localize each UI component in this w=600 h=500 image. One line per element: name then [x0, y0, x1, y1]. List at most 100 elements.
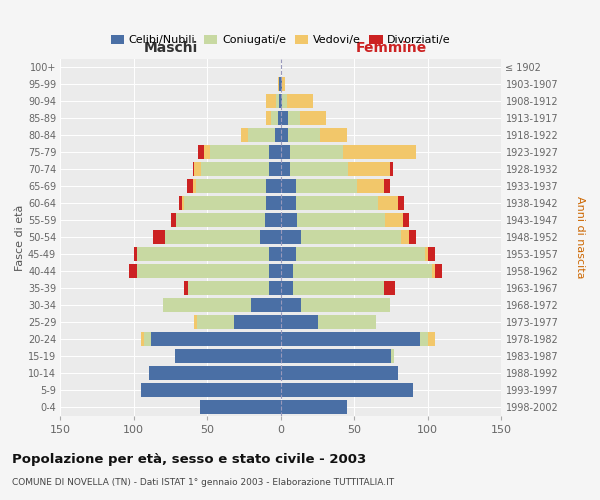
Bar: [301, 230, 401, 244]
Bar: [385, 214, 403, 228]
Text: Maschi: Maschi: [143, 42, 197, 56]
Bar: [281, 384, 413, 398]
Bar: [290, 146, 343, 160]
Bar: [271, 112, 278, 126]
Bar: [378, 196, 398, 210]
Bar: [137, 248, 269, 262]
Bar: [281, 214, 297, 228]
Bar: [296, 196, 378, 210]
Bar: [187, 180, 193, 194]
Bar: [300, 112, 326, 126]
Bar: [151, 332, 281, 346]
Bar: [260, 230, 281, 244]
Bar: [401, 230, 409, 244]
Bar: [269, 282, 281, 296]
Bar: [210, 146, 269, 160]
Bar: [196, 180, 266, 194]
Bar: [296, 180, 357, 194]
Bar: [383, 282, 395, 296]
Bar: [281, 366, 398, 380]
Bar: [293, 264, 432, 278]
Bar: [281, 196, 296, 210]
Bar: [193, 180, 196, 194]
Bar: [281, 180, 296, 194]
Bar: [163, 298, 251, 312]
Bar: [320, 128, 347, 142]
Bar: [188, 282, 269, 296]
Bar: [287, 94, 313, 108]
Bar: [205, 146, 210, 160]
Bar: [281, 78, 282, 91]
Bar: [301, 298, 389, 312]
Bar: [343, 146, 416, 160]
Bar: [269, 264, 281, 278]
Bar: [153, 230, 164, 244]
Bar: [269, 248, 281, 262]
Bar: [141, 384, 281, 398]
Bar: [425, 248, 428, 262]
Legend: Celibi/Nubili, Coniugati/e, Vedovi/e, Divorziati/e: Celibi/Nubili, Coniugati/e, Vedovi/e, Di…: [106, 30, 455, 50]
Text: COMUNE DI NOVELLA (TN) - Dati ISTAT 1° gennaio 2003 - Elaborazione TUTTITALIA.IT: COMUNE DI NOVELLA (TN) - Dati ISTAT 1° g…: [12, 478, 394, 487]
Bar: [269, 146, 281, 160]
Bar: [281, 162, 290, 176]
Bar: [428, 248, 435, 262]
Bar: [281, 230, 301, 244]
Bar: [194, 162, 202, 176]
Y-axis label: Anni di nascita: Anni di nascita: [575, 196, 585, 278]
Bar: [281, 94, 282, 108]
Bar: [269, 162, 281, 176]
Bar: [265, 214, 281, 228]
Bar: [389, 162, 392, 176]
Bar: [184, 282, 188, 296]
Bar: [293, 282, 383, 296]
Bar: [149, 366, 281, 380]
Bar: [234, 316, 281, 330]
Bar: [164, 230, 260, 244]
Bar: [266, 94, 277, 108]
Bar: [398, 196, 404, 210]
Bar: [200, 400, 281, 414]
Bar: [281, 112, 288, 126]
Bar: [383, 180, 389, 194]
Y-axis label: Fasce di età: Fasce di età: [15, 204, 25, 270]
Bar: [282, 94, 287, 108]
Bar: [194, 316, 197, 330]
Bar: [275, 128, 281, 142]
Bar: [288, 128, 320, 142]
Bar: [278, 112, 281, 126]
Bar: [184, 196, 266, 210]
Bar: [296, 248, 425, 262]
Bar: [277, 94, 280, 108]
Bar: [144, 332, 151, 346]
Bar: [134, 248, 137, 262]
Bar: [193, 162, 194, 176]
Text: Femmine: Femmine: [355, 42, 427, 56]
Bar: [288, 112, 300, 126]
Bar: [357, 180, 383, 194]
Bar: [251, 298, 281, 312]
Bar: [202, 162, 269, 176]
Bar: [281, 264, 293, 278]
Bar: [280, 94, 281, 108]
Bar: [391, 350, 394, 364]
Bar: [281, 146, 290, 160]
Bar: [197, 316, 234, 330]
Bar: [179, 196, 182, 210]
Bar: [421, 332, 428, 346]
Bar: [281, 282, 293, 296]
Bar: [130, 264, 137, 278]
Bar: [278, 78, 280, 91]
Bar: [137, 264, 269, 278]
Bar: [409, 230, 416, 244]
Bar: [182, 196, 184, 210]
Bar: [281, 298, 301, 312]
Bar: [290, 162, 349, 176]
Bar: [266, 180, 281, 194]
Bar: [266, 196, 281, 210]
Bar: [141, 332, 144, 346]
Bar: [281, 400, 347, 414]
Bar: [403, 214, 409, 228]
Text: Popolazione per età, sesso e stato civile - 2003: Popolazione per età, sesso e stato civil…: [12, 452, 366, 466]
Bar: [281, 316, 317, 330]
Bar: [170, 214, 176, 228]
